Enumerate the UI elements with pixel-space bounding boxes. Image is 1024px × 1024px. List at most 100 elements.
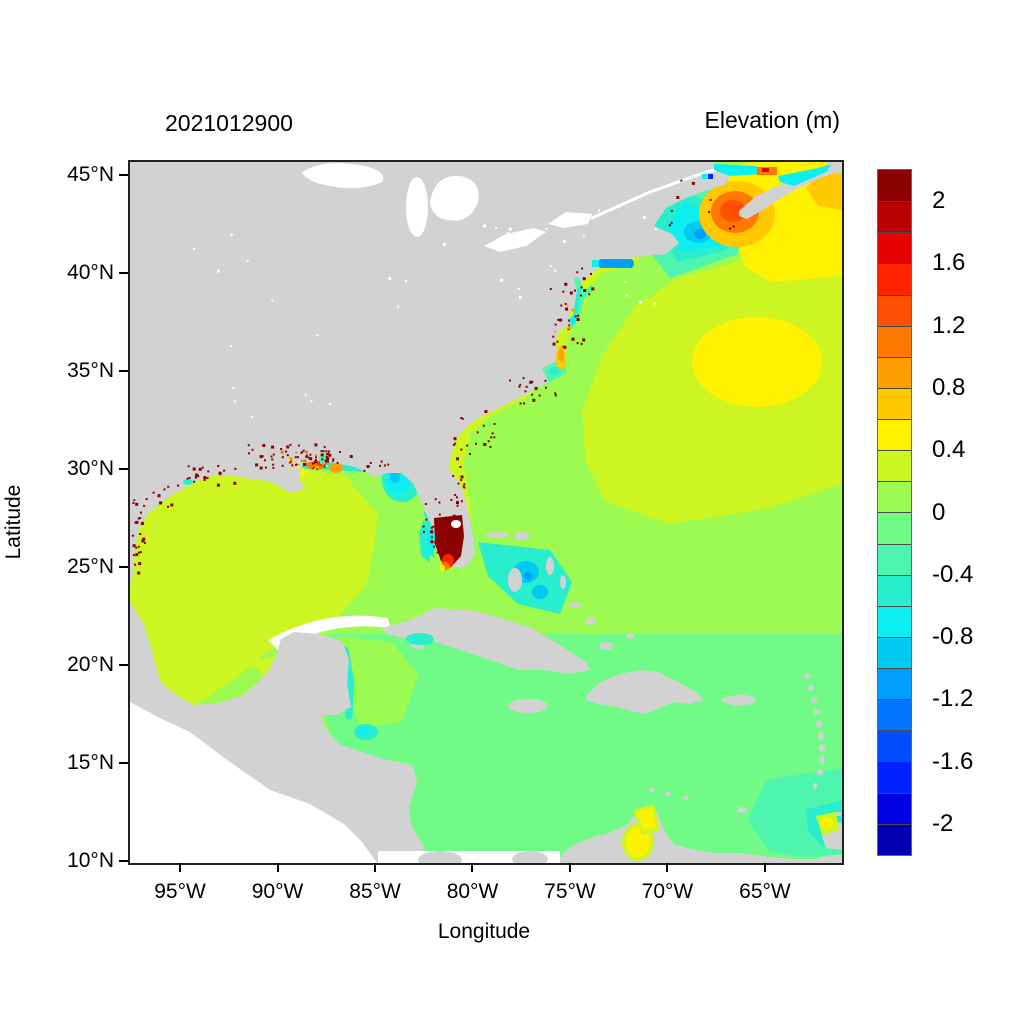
x-tick-mark	[374, 863, 377, 872]
colorbar-tick-label: -0.8	[932, 623, 974, 651]
coastal-speckle	[580, 342, 583, 345]
coastal-speckle	[591, 287, 595, 291]
coastal-speckle	[572, 308, 576, 312]
x-tick-mark	[568, 863, 571, 872]
y-tick-mark	[119, 664, 128, 667]
coastal-speckle	[544, 386, 547, 389]
coastal-speckle	[271, 445, 275, 449]
colorbar-segment	[878, 294, 911, 326]
coastal-speckle	[519, 295, 522, 299]
coastal-speckle	[388, 277, 392, 281]
coastal-speckle	[193, 247, 195, 250]
coastal-speckle	[135, 546, 138, 549]
y-tick-label: 30°N	[67, 457, 114, 481]
big-bend-core	[390, 471, 400, 483]
coastal-speckle	[588, 293, 591, 296]
coastal-speckle	[315, 456, 317, 459]
coastal-speckle	[167, 505, 169, 508]
passamaquoddy-blue-dot	[708, 174, 713, 179]
coastal-speckle	[281, 464, 284, 467]
coastal-speckle	[145, 498, 148, 501]
coastal-speckle	[289, 457, 293, 461]
fundy-core	[720, 200, 746, 222]
coastal-speckle	[518, 287, 521, 290]
coastal-speckle	[454, 494, 457, 496]
coastal-speckle	[544, 379, 547, 382]
x-tick-label: 80°W	[446, 880, 499, 903]
coastal-speckle	[201, 466, 204, 469]
coastal-speckle	[545, 228, 548, 231]
coastal-speckle	[576, 318, 580, 321]
coastal-speckle	[328, 453, 332, 457]
coastal-speckle	[310, 400, 313, 403]
coastal-speckle	[325, 455, 328, 458]
coastal-speckle	[369, 462, 372, 464]
coastal-speckle	[363, 469, 366, 472]
coastal-speckle	[624, 280, 627, 283]
coastal-speckle	[289, 443, 292, 446]
coastal-speckle	[135, 553, 139, 557]
coastal-speckle	[270, 455, 273, 458]
cape-breton-gold	[806, 166, 842, 210]
coastal-speckle	[309, 457, 313, 461]
lake-erie	[484, 228, 546, 252]
coastal-speckle	[230, 345, 233, 348]
coastal-speckle	[493, 423, 496, 425]
coastal-speckle	[435, 534, 438, 537]
coastal-speckle	[134, 563, 137, 566]
coastal-speckle	[405, 280, 408, 282]
coastal-speckle	[140, 511, 142, 514]
grenada	[813, 783, 817, 789]
colorbar-segment	[878, 201, 911, 233]
north-america-land	[130, 162, 730, 586]
coastal-speckle	[305, 455, 308, 458]
coastal-speckle	[297, 460, 300, 464]
coastal-speckle	[518, 385, 521, 388]
coastal-speckle	[559, 318, 563, 322]
coastal-speckle	[564, 282, 568, 286]
pacific-ocean-gap	[130, 702, 377, 863]
coastal-speckle	[325, 465, 328, 467]
y-tick-mark	[119, 860, 128, 862]
coastal-speckle	[137, 517, 140, 520]
crooked-island	[586, 617, 596, 625]
coastal-speckle	[483, 443, 487, 446]
coastal-speckle	[691, 181, 695, 185]
coastal-speckle	[708, 210, 710, 213]
coastal-speckle	[562, 290, 565, 293]
coastal-speckle	[297, 465, 300, 469]
coastal-speckle	[582, 277, 586, 281]
coastal-speckle	[303, 459, 307, 463]
x-tick-label: 90°W	[251, 880, 304, 903]
coastal-speckle	[380, 460, 383, 463]
coastal-speckle	[668, 224, 671, 227]
y-tick-label: 25°N	[67, 555, 114, 579]
coastal-speckle	[288, 460, 292, 464]
coastal-speckle	[207, 470, 210, 473]
coastal-speckle	[554, 392, 557, 395]
coastal-speckle	[139, 517, 142, 520]
coastal-speckle	[328, 450, 330, 453]
y-tick-mark	[119, 272, 128, 275]
x-tick-mark	[179, 863, 182, 872]
florida-tip-yellow	[439, 565, 445, 571]
coastal-speckle	[141, 522, 144, 525]
colorbar-segment	[878, 823, 911, 855]
coastal-speckle	[315, 454, 318, 457]
coastal-speckle	[143, 504, 146, 507]
louisiana-patch-orange2	[329, 463, 343, 473]
coastal-speckle	[300, 459, 303, 462]
coastal-speckle	[286, 454, 289, 457]
great-inagua	[599, 642, 613, 650]
x-tick-label: 70°W	[641, 880, 694, 903]
coastal-speckle	[320, 450, 323, 453]
coastal-speckle	[132, 534, 134, 537]
coastal-speckle	[732, 225, 735, 228]
coastal-speckle	[500, 278, 504, 282]
x-axis-label: Longitude	[437, 920, 531, 943]
colorbar-tick-label: 1.2	[932, 311, 966, 339]
coastal-speckle	[286, 445, 290, 449]
antilles-7	[819, 744, 825, 752]
coastal-speckle	[203, 479, 206, 481]
coastal-speckle	[532, 398, 536, 402]
